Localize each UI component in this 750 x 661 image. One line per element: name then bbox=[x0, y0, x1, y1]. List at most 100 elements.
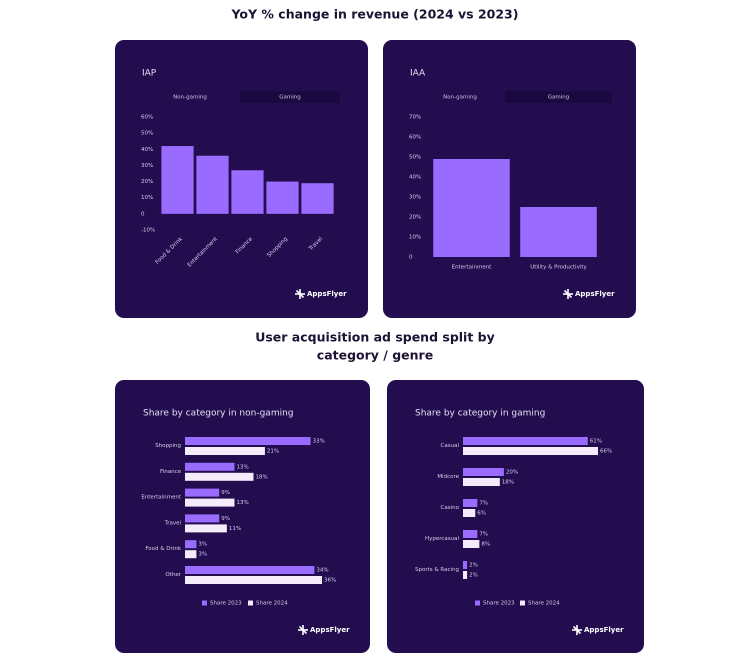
value-label: 21% bbox=[267, 449, 279, 455]
bar bbox=[231, 170, 264, 214]
y-tick-label: 40% bbox=[141, 147, 153, 153]
y-tick-label: Hypercasual bbox=[425, 536, 460, 542]
value-label: 18% bbox=[502, 480, 514, 486]
y-tick-label: Casual bbox=[441, 443, 460, 449]
y-tick-label: 0 bbox=[409, 255, 413, 261]
tab: Non-gaming bbox=[443, 95, 477, 101]
brand-logo: AppsFlyer bbox=[307, 290, 347, 298]
y-tick-label: 60% bbox=[409, 135, 421, 141]
value-label: 20% bbox=[506, 470, 518, 476]
legend-swatch bbox=[475, 600, 480, 606]
tab: Gaming bbox=[548, 95, 570, 101]
bar bbox=[196, 155, 229, 214]
x-tick-label: Entertainment bbox=[452, 265, 493, 271]
y-tick-label: 10% bbox=[141, 195, 153, 201]
y-tick-label: Other bbox=[165, 572, 181, 578]
value-label: 8% bbox=[481, 542, 490, 548]
card bbox=[387, 380, 644, 653]
value-label: 3% bbox=[198, 542, 207, 548]
y-tick-label: 50% bbox=[141, 131, 153, 137]
bar bbox=[433, 159, 510, 257]
logo-stroke bbox=[572, 625, 582, 635]
value-label: 3% bbox=[198, 552, 207, 558]
y-tick-label: 50% bbox=[409, 155, 421, 161]
page-title: YoY % change in revenue (2024 vs 2023) bbox=[231, 7, 519, 22]
brand-logo: AppsFlyer bbox=[584, 626, 624, 634]
y-tick-label: 30% bbox=[409, 195, 421, 201]
tab: Gaming bbox=[279, 95, 301, 101]
legend-label: Share 2024 bbox=[256, 601, 288, 607]
brand-logo: AppsFlyer bbox=[310, 626, 350, 634]
value-label: 7% bbox=[479, 532, 488, 538]
value-label: 7% bbox=[479, 501, 488, 507]
y-tick-label: 20% bbox=[141, 179, 153, 185]
bar bbox=[185, 524, 227, 533]
logo-stroke bbox=[298, 625, 308, 635]
y-tick-label: 70% bbox=[409, 115, 421, 121]
bar bbox=[463, 478, 500, 486]
bar bbox=[185, 576, 322, 584]
y-tick-label: Finance bbox=[160, 469, 182, 475]
bar bbox=[463, 540, 480, 548]
y-tick-label: Sports & Racing bbox=[415, 567, 459, 573]
chart-title: IAP bbox=[142, 69, 157, 79]
tab-bg bbox=[240, 91, 340, 103]
x-tick-label: Utility & Productivity bbox=[530, 265, 587, 271]
y-tick-label: -10% bbox=[141, 228, 155, 234]
bar bbox=[185, 472, 254, 481]
value-label: 18% bbox=[256, 474, 268, 480]
value-label: 6% bbox=[477, 511, 486, 517]
bar bbox=[185, 447, 265, 455]
card bbox=[115, 380, 370, 653]
y-tick-label: Travel bbox=[164, 520, 182, 526]
legend-swatch bbox=[520, 600, 525, 606]
value-label: 34% bbox=[316, 568, 328, 574]
legend-swatch bbox=[248, 600, 253, 606]
bar bbox=[301, 183, 334, 214]
legend-swatch bbox=[202, 600, 207, 606]
bar bbox=[185, 550, 197, 559]
value-label: 2% bbox=[469, 563, 478, 569]
bar bbox=[463, 499, 478, 507]
value-label: 33% bbox=[313, 439, 325, 445]
legend-label: Share 2024 bbox=[528, 601, 560, 607]
value-label: 36% bbox=[324, 578, 336, 584]
bar bbox=[185, 488, 220, 497]
tab-bg bbox=[505, 91, 612, 103]
bar bbox=[185, 498, 235, 507]
logo-stroke bbox=[295, 289, 305, 299]
y-tick-label: 40% bbox=[409, 175, 421, 181]
value-label: 61% bbox=[590, 439, 602, 445]
value-label: 2% bbox=[469, 573, 478, 579]
y-tick-label: Entertainment bbox=[141, 495, 182, 501]
bar bbox=[185, 540, 197, 549]
brand-logo: AppsFlyer bbox=[575, 290, 615, 298]
bar bbox=[185, 514, 220, 523]
value-label: 66% bbox=[600, 449, 612, 455]
bar bbox=[266, 181, 299, 214]
y-tick-label: Food & Drink bbox=[145, 546, 181, 552]
value-label: 9% bbox=[221, 490, 230, 496]
logo-stroke bbox=[563, 289, 573, 299]
bar bbox=[161, 146, 194, 214]
bar bbox=[520, 207, 597, 257]
chart-title: Share by category in gaming bbox=[415, 409, 545, 419]
bar bbox=[463, 571, 468, 579]
bar bbox=[463, 447, 598, 455]
legend-label: Share 2023 bbox=[483, 601, 515, 607]
legend-label: Share 2023 bbox=[210, 601, 242, 607]
y-tick-label: 60% bbox=[141, 115, 153, 121]
chart-title: Share by category in non-gaming bbox=[143, 409, 294, 419]
bar bbox=[463, 468, 504, 476]
bar bbox=[463, 437, 588, 445]
tab: Non-gaming bbox=[173, 95, 207, 101]
bar bbox=[463, 561, 468, 569]
y-tick-label: 20% bbox=[409, 215, 421, 221]
bar bbox=[463, 509, 476, 517]
bar bbox=[185, 462, 235, 471]
value-label: 11% bbox=[229, 526, 241, 532]
bar bbox=[185, 566, 315, 574]
y-tick-label: 30% bbox=[141, 163, 153, 169]
value-label: 9% bbox=[221, 516, 230, 522]
y-tick-label: Shopping bbox=[155, 443, 181, 449]
